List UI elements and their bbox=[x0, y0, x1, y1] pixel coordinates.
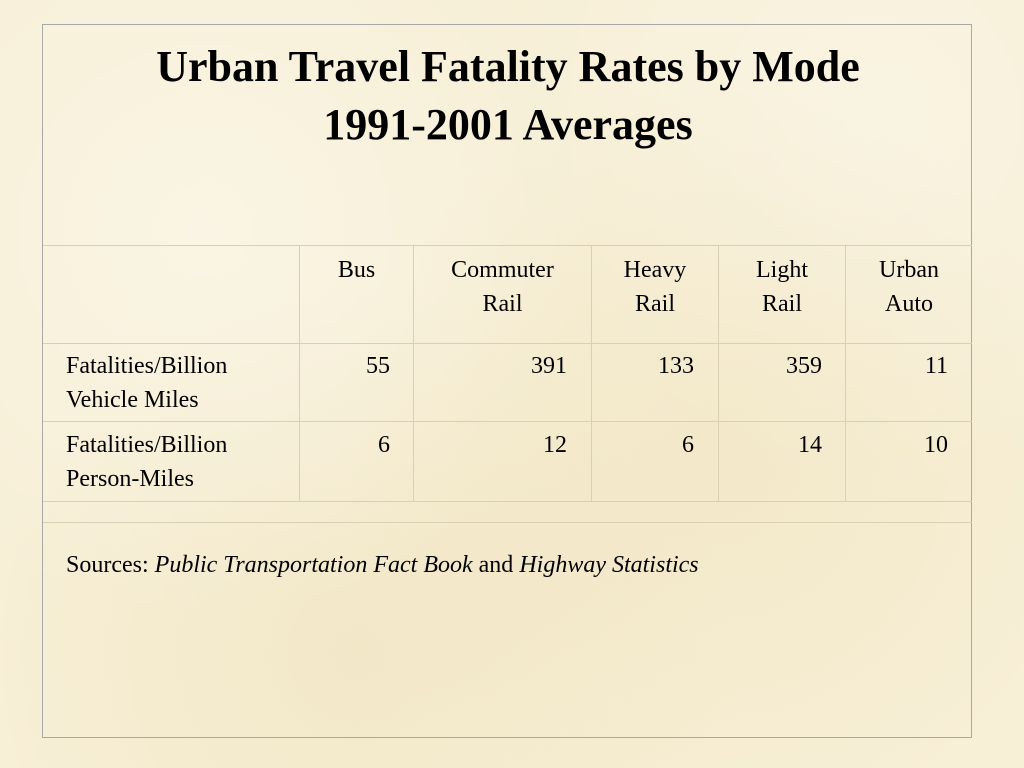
row-label-vehicle-miles: Fatalities/Billion Vehicle Miles bbox=[66, 349, 296, 417]
table-col-divider bbox=[591, 245, 592, 501]
table-cell: 14 bbox=[798, 432, 822, 458]
table-bottom-line bbox=[43, 501, 972, 502]
table-cell: 6 bbox=[378, 432, 390, 458]
column-header-label: Bus bbox=[337, 257, 376, 283]
column-header-label: Rail bbox=[762, 291, 802, 317]
table-row1-bottom-line bbox=[43, 421, 972, 422]
column-header-commuter-rail: Commuter Rail bbox=[414, 253, 591, 321]
source-book-title: Highway Statistics bbox=[519, 552, 699, 578]
sources-note: Sources: Public Transportation Fact Book… bbox=[66, 548, 699, 582]
table-cell: 6 bbox=[682, 432, 694, 458]
column-header-light-rail: Light Rail bbox=[719, 253, 845, 321]
column-header-urban-auto: Urban Auto bbox=[846, 253, 972, 321]
row-label-line: Fatalities/Billion bbox=[66, 353, 228, 379]
column-header-label: Commuter bbox=[451, 257, 554, 283]
row-label-person-miles: Fatalities/Billion Person-Miles bbox=[66, 428, 296, 496]
source-book-title: Public Transportation Fact Book bbox=[154, 552, 473, 578]
table-col-divider bbox=[845, 245, 846, 501]
table-top-line bbox=[43, 245, 972, 246]
title-line-1: Urban Travel Fatality Rates by Mode bbox=[156, 42, 860, 91]
table-cell: 133 bbox=[658, 353, 694, 379]
table-cell: 11 bbox=[924, 353, 948, 379]
table-cell: 359 bbox=[786, 353, 822, 379]
column-header-label: Urban bbox=[879, 257, 939, 283]
table-cell: 12 bbox=[543, 432, 567, 458]
slide-frame bbox=[42, 24, 972, 738]
column-header-heavy-rail: Heavy Rail bbox=[592, 253, 718, 321]
column-header-label: Heavy bbox=[623, 257, 687, 283]
table-cell: 10 bbox=[924, 432, 948, 458]
column-header-label: Rail bbox=[635, 291, 675, 317]
table-header-bottom-line bbox=[43, 343, 972, 344]
table-col-divider bbox=[299, 245, 300, 501]
sources-top-line bbox=[43, 522, 972, 523]
sources-conjunction: and bbox=[472, 552, 520, 578]
title-line-2: 1991-2001 Averages bbox=[323, 100, 693, 149]
column-header-label: Rail bbox=[482, 291, 523, 317]
table-col-divider bbox=[718, 245, 719, 501]
table-cell: 391 bbox=[531, 353, 567, 379]
sources-prefix: Sources: bbox=[66, 552, 155, 578]
table-col-divider bbox=[413, 245, 414, 501]
table-cell: 55 bbox=[366, 353, 390, 379]
row-label-line: Fatalities/Billion bbox=[66, 432, 228, 458]
row-label-line: Vehicle Miles bbox=[66, 387, 199, 413]
column-header-label: Light bbox=[756, 257, 808, 283]
slide-title: Urban Travel Fatality Rates by Mode 1991… bbox=[43, 38, 973, 154]
column-header-label: Auto bbox=[885, 291, 933, 317]
column-header-bus: Bus bbox=[300, 253, 413, 287]
row-label-line: Person-Miles bbox=[66, 466, 194, 492]
